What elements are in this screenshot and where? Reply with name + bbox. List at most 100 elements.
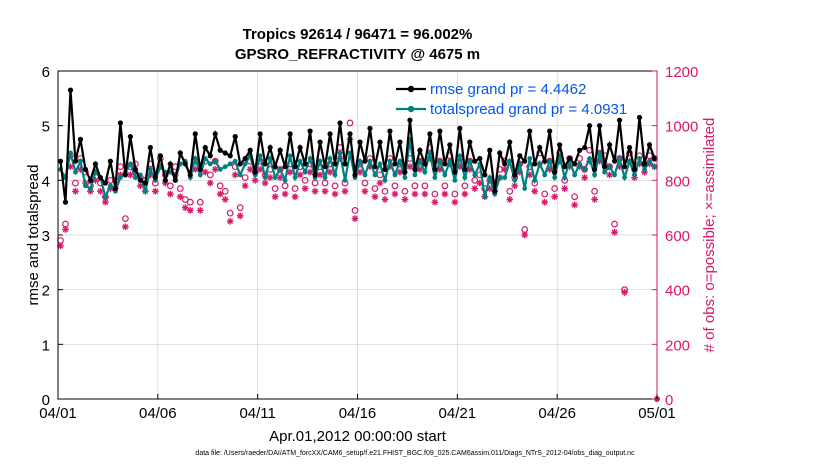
rmse-point	[77, 136, 84, 142]
rmse-point	[182, 161, 188, 167]
y2-tick-label: 800	[665, 173, 690, 190]
rmse-point	[417, 147, 423, 153]
y-tick-label: 0	[42, 392, 50, 409]
rmse-point	[157, 153, 163, 159]
asterisk-stroke	[382, 196, 388, 203]
rmse-point	[641, 161, 648, 167]
rmse-point	[547, 128, 553, 134]
totalspread-point	[537, 161, 543, 167]
obs-assimilated-point	[441, 190, 449, 198]
totalspread-point	[622, 175, 627, 181]
totalspread-point	[552, 175, 558, 181]
rmse-point	[307, 128, 313, 134]
rmse-point	[636, 114, 643, 121]
asterisk-stroke	[187, 207, 194, 214]
rmse-point	[462, 166, 468, 172]
obs-assimilated-point	[506, 196, 514, 203]
chart-subtitle: GPSRO_REFRACTIVITY @ 4675 m	[234, 46, 481, 63]
rmse-point	[512, 172, 518, 178]
obs-possible-point	[506, 187, 514, 195]
asterisk-stroke	[526, 172, 533, 178]
asterisk-stroke	[122, 223, 129, 230]
rmse-point	[252, 169, 258, 175]
asterisk-stroke	[247, 166, 254, 173]
asterisk-stroke	[486, 185, 493, 192]
rmse-point	[342, 161, 348, 167]
rmse-point	[122, 172, 128, 178]
obs-assimilated-point	[541, 198, 549, 206]
obs-possible-point	[331, 182, 339, 190]
asterisk-stroke	[292, 193, 298, 200]
asterisk-stroke	[397, 169, 403, 175]
asterisk-stroke	[177, 193, 184, 200]
rmse-point	[606, 142, 613, 148]
obs-assimilated-point	[296, 171, 304, 179]
totalspread-point	[267, 156, 273, 161]
totalspread-point	[322, 175, 328, 181]
asterisk-stroke	[551, 193, 558, 200]
rmse-point	[192, 131, 198, 137]
rmse-point	[57, 158, 64, 164]
totalspread-point	[108, 183, 113, 189]
obs-assimilated-point	[126, 171, 134, 179]
obs-assimilated-point	[341, 187, 349, 195]
asterisk-stroke	[461, 191, 468, 197]
totalspread-point	[272, 175, 278, 181]
totalspread-point	[612, 172, 617, 178]
totalspread-point	[617, 156, 622, 161]
rmse-point	[97, 175, 104, 181]
obs-possible-point	[381, 187, 389, 195]
obs-assimilated-point	[501, 166, 509, 173]
rmse-point	[542, 158, 548, 164]
obs-possible-point	[271, 185, 279, 192]
totalspread-point	[532, 177, 538, 183]
obs-assimilated-point	[186, 207, 194, 214]
rmse-point	[67, 87, 74, 93]
asterisk-stroke	[137, 182, 144, 189]
totalspread-point	[88, 186, 93, 191]
rmse-point	[537, 144, 543, 151]
obs-possible-point	[181, 196, 189, 203]
obs-assimilated-point	[206, 179, 214, 187]
rmse-point	[407, 117, 413, 123]
totalspread-point	[592, 172, 598, 178]
obs-possible-point	[241, 174, 249, 182]
asterisk-stroke	[257, 166, 264, 173]
rmse-point	[227, 153, 233, 159]
rmse-point	[437, 128, 443, 134]
y-tick-label: 5	[42, 119, 50, 136]
rmse-point	[327, 131, 333, 137]
asterisk-stroke	[352, 215, 358, 222]
totalspread-point	[607, 164, 612, 170]
totalspread-point	[302, 169, 308, 175]
rmse-point	[592, 166, 598, 172]
rmse-point	[587, 123, 593, 129]
totalspread-point	[577, 161, 583, 167]
obs-assimilated-point	[311, 187, 319, 195]
rmse-point	[557, 142, 563, 148]
x-tick-label: 04/01	[39, 405, 77, 422]
obs-assimilated-point	[326, 168, 334, 176]
rmse-point	[626, 144, 633, 151]
totalspread-point	[292, 175, 298, 181]
rmse-point	[162, 177, 168, 183]
totalspread-point	[572, 172, 578, 178]
obs-possible-point	[371, 185, 379, 192]
rmse-point	[102, 180, 109, 186]
asterisk-stroke	[407, 163, 413, 170]
asterisk-stroke	[322, 188, 328, 195]
rmse-point	[257, 131, 263, 137]
rmse-point	[92, 161, 99, 167]
obs-assimilated-point	[181, 204, 189, 212]
totalspread-point	[307, 156, 313, 161]
rmse-point	[517, 153, 523, 159]
totalspread-point	[422, 169, 428, 175]
x-tick-label: 04/16	[339, 405, 377, 422]
rmse-point	[527, 128, 533, 134]
obs-possible-point	[471, 176, 479, 184]
totalspread-point	[342, 177, 348, 183]
totalspread-point	[417, 158, 423, 164]
rmse-point	[532, 161, 538, 167]
obs-assimilated-point	[97, 187, 104, 195]
asterisk-stroke	[531, 188, 538, 195]
